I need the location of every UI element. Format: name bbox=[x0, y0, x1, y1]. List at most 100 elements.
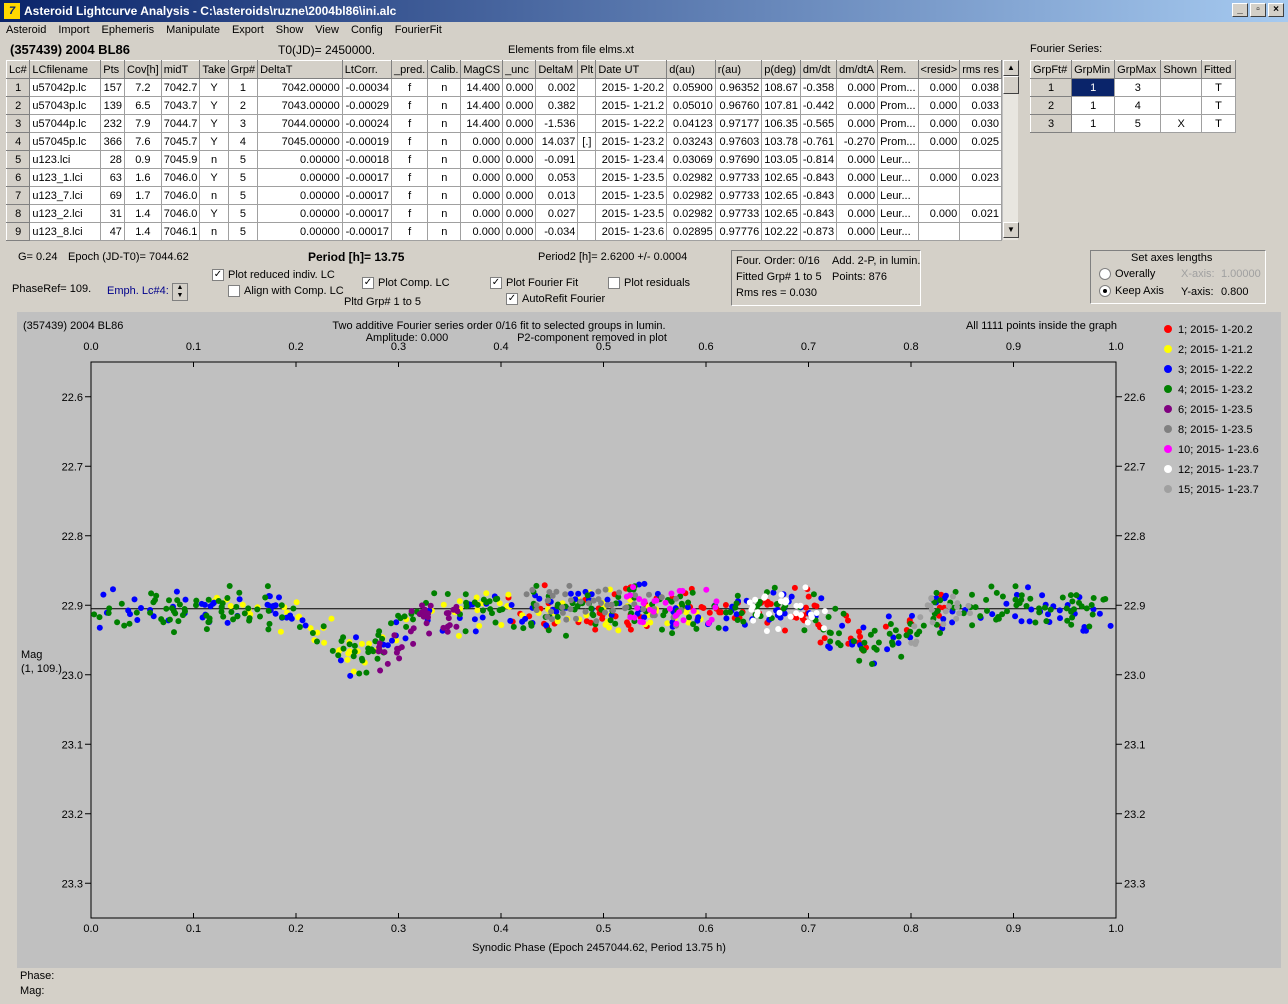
lc-table-cell[interactable]: -0.00017 bbox=[341, 222, 393, 241]
lc-table-cell[interactable]: 0.97733 bbox=[714, 168, 763, 187]
lc-table-cell[interactable]: 0.000 bbox=[502, 132, 537, 151]
lc-table-cell[interactable]: 232 bbox=[100, 114, 125, 133]
lc-table-cell[interactable]: 5 bbox=[227, 222, 259, 241]
autorefit-checkbox[interactable]: ✓ AutoRefit Fourier bbox=[506, 293, 606, 306]
lc-table-cell[interactable]: Prom... bbox=[877, 132, 919, 151]
legend-item[interactable]: 12; 2015- 1-23.7 bbox=[1178, 464, 1259, 476]
lc-table-cell[interactable]: 0.002 bbox=[535, 78, 579, 97]
lc-table-cell[interactable]: 0.97776 bbox=[714, 222, 763, 241]
legend-item[interactable]: 1; 2015- 1-20.2 bbox=[1178, 324, 1253, 336]
lc-table-cell[interactable]: Prom... bbox=[877, 96, 919, 115]
lc-table-cell[interactable]: 0.97690 bbox=[714, 150, 763, 169]
lc-table-cell[interactable]: 0.000 bbox=[502, 222, 537, 241]
lc-table-cell[interactable]: f bbox=[391, 114, 429, 133]
lc-column-header[interactable]: p(deg) bbox=[761, 60, 801, 79]
lc-table-cell[interactable] bbox=[917, 150, 961, 169]
legend-item[interactable]: 10; 2015- 1-23.6 bbox=[1178, 444, 1259, 456]
lc-table-cell[interactable]: 31 bbox=[100, 204, 125, 223]
lc-table-cell[interactable]: 7045.7 bbox=[160, 132, 201, 151]
lc-table-cell[interactable]: 0.000 bbox=[460, 222, 504, 241]
lc-column-header[interactable]: _pred. bbox=[391, 60, 429, 79]
lc-table-cell[interactable]: -0.843 bbox=[799, 204, 838, 223]
row-header[interactable]: 5 bbox=[5, 150, 31, 169]
fourier-row-header[interactable]: 1 bbox=[1029, 78, 1073, 97]
lc-column-header[interactable]: rms res bbox=[959, 60, 1002, 79]
lc-table-cell[interactable]: 0.02982 bbox=[666, 186, 716, 205]
fourier-column-header[interactable]: Fitted bbox=[1200, 60, 1237, 79]
lc-table-cell[interactable]: 0.02895 bbox=[666, 222, 716, 241]
lc-table-cell[interactable]: 102.65 bbox=[761, 204, 801, 223]
lc-table-cell[interactable]: 0.00000 bbox=[257, 204, 343, 223]
row-header[interactable]: 4 bbox=[5, 132, 31, 151]
fourier-row-header[interactable]: 3 bbox=[1029, 114, 1073, 133]
row-header[interactable]: 1 bbox=[5, 78, 31, 97]
lc-table-cell[interactable]: 2015- 1-22.2 bbox=[595, 114, 668, 133]
row-header[interactable]: 7 bbox=[5, 186, 31, 205]
lc-table-cell[interactable]: 1.7 bbox=[123, 186, 162, 205]
lc-table-cell[interactable]: 0.00000 bbox=[257, 168, 343, 187]
lc-table-cell[interactable]: 63 bbox=[100, 168, 125, 187]
fourier-table-cell[interactable]: T bbox=[1200, 114, 1237, 133]
lc-column-header[interactable]: Cov[h] bbox=[123, 60, 162, 79]
lc-table-cell[interactable]: n bbox=[199, 150, 229, 169]
emph-spinner[interactable]: ▲ ▼ bbox=[172, 283, 188, 301]
lc-table-cell[interactable]: 7044.7 bbox=[160, 114, 201, 133]
lc-table-cell[interactable]: -0.00019 bbox=[341, 132, 393, 151]
lc-table-cell[interactable]: 0.03069 bbox=[666, 150, 716, 169]
lc-column-header[interactable]: Pts bbox=[100, 60, 125, 79]
lc-table-row[interactable]: 6 u123_1.lci 63 1.6 7046.0 Y 5 0.00000 -0.00017 f… bbox=[5, 168, 1002, 187]
menu-ephemeris[interactable]: Ephemeris bbox=[101, 24, 155, 36]
overally-radio[interactable]: Overally bbox=[1099, 268, 1155, 281]
lc-table-cell[interactable]: 0.02982 bbox=[666, 168, 716, 187]
lc-table-cell[interactable]: n bbox=[427, 132, 462, 151]
lc-table-cell[interactable]: f bbox=[391, 78, 429, 97]
lc-table-cell[interactable]: Y bbox=[199, 114, 229, 133]
lc-table-cell[interactable]: -0.442 bbox=[799, 96, 838, 115]
menu-config[interactable]: Config bbox=[350, 24, 383, 36]
lc-column-header[interactable]: dm/dt bbox=[799, 60, 838, 79]
lc-table-cell[interactable] bbox=[577, 78, 597, 97]
lc-table-cell[interactable]: 0.033 bbox=[959, 96, 1002, 115]
lc-table-cell[interactable]: 0.000 bbox=[917, 204, 961, 223]
lc-table-cell[interactable]: f bbox=[391, 132, 429, 151]
lc-table-cell[interactable]: f bbox=[391, 150, 429, 169]
lc-column-header[interactable]: Grp# bbox=[227, 60, 259, 79]
menu-fourierfit[interactable]: FourierFit bbox=[394, 24, 442, 36]
lc-table-cell[interactable]: 0.96352 bbox=[714, 78, 763, 97]
lc-table-cell[interactable]: -0.270 bbox=[836, 132, 879, 151]
lightcurve-table[interactable]: Lc# LCfilename Pts Cov[h] midT Take Grp# DeltaT… bbox=[5, 60, 1002, 241]
close-button[interactable]: × bbox=[1268, 3, 1284, 17]
y-axis-value[interactable]: 0.800 bbox=[1221, 286, 1249, 298]
lc-table-cell[interactable]: 0.382 bbox=[535, 96, 579, 115]
row-header[interactable]: 9 bbox=[5, 222, 31, 241]
lc-table-cell[interactable]: 7042.7 bbox=[160, 78, 201, 97]
fourier-table-cell[interactable] bbox=[1160, 96, 1202, 115]
lc-table-cell[interactable]: u123_7.lci bbox=[29, 186, 102, 205]
lc-table-cell[interactable]: 1 bbox=[227, 78, 259, 97]
lc-table-cell[interactable]: 0.00000 bbox=[257, 222, 343, 241]
maximize-button[interactable]: ▫ bbox=[1250, 3, 1266, 17]
plotted-groups[interactable]: Pltd Grp# 1 to 5 bbox=[344, 296, 422, 308]
menu-export[interactable]: Export bbox=[231, 24, 264, 36]
lc-table-cell[interactable]: 0.000 bbox=[917, 114, 961, 133]
x-axis-value[interactable]: 1.00000 bbox=[1221, 268, 1261, 280]
lc-table-cell[interactable]: f bbox=[391, 186, 429, 205]
fourier-column-header[interactable]: Shown bbox=[1160, 60, 1202, 79]
fourier-table-cell[interactable]: 1 bbox=[1071, 96, 1116, 115]
lc-table-cell[interactable]: 0.000 bbox=[460, 150, 504, 169]
lc-table-cell[interactable]: -0.843 bbox=[799, 168, 838, 187]
legend-item[interactable]: 8; 2015- 1-23.5 bbox=[1178, 424, 1253, 436]
lc-table-cell[interactable]: n bbox=[427, 150, 462, 169]
lc-table-cell[interactable]: -1.536 bbox=[535, 114, 579, 133]
lc-table-cell[interactable]: f bbox=[391, 204, 429, 223]
lc-table-cell[interactable]: 7042.00000 bbox=[257, 78, 343, 97]
lc-table-cell[interactable]: 2015- 1-23.4 bbox=[595, 150, 668, 169]
lc-table-cell[interactable]: 2 bbox=[227, 96, 259, 115]
lc-table-cell[interactable]: Y bbox=[199, 204, 229, 223]
minimize-button[interactable]: _ bbox=[1232, 3, 1248, 17]
lc-table-cell[interactable]: -0.091 bbox=[535, 150, 579, 169]
lc-table-row[interactable]: 1 u57042p.lc 157 7.2 7042.7 Y 1 7042.00000 -0.00… bbox=[5, 78, 1002, 97]
fourier-table-cell[interactable]: 4 bbox=[1114, 96, 1162, 115]
lc-table-cell[interactable]: 0.03243 bbox=[666, 132, 716, 151]
